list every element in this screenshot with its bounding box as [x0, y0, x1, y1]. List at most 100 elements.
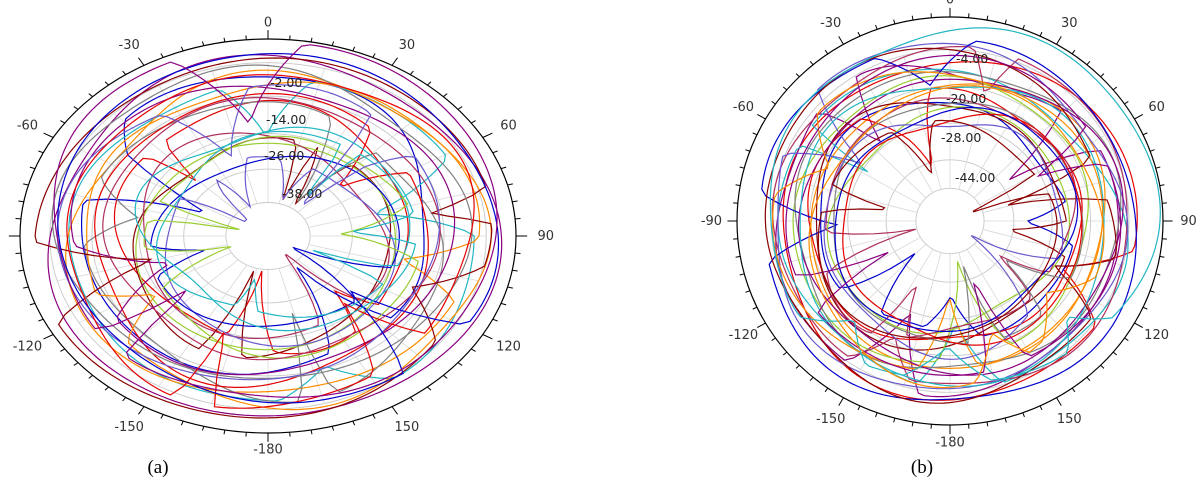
series-curve	[143, 135, 419, 359]
tick-mark	[372, 414, 376, 419]
tick-mark	[310, 37, 313, 43]
series-curve	[47, 54, 503, 417]
series-curve	[53, 44, 498, 398]
tick-mark	[391, 406, 398, 415]
tick-mark	[911, 15, 914, 21]
angle-tick-label: -150	[114, 420, 144, 435]
tick-mark	[911, 421, 914, 427]
grid-spoke	[979, 236, 1106, 308]
tick-mark	[223, 37, 226, 43]
tick-mark	[809, 376, 814, 382]
tick-mark	[160, 53, 164, 58]
tick-mark	[443, 374, 448, 379]
angle-tick-label: 120	[1144, 328, 1169, 343]
tick-mark	[43, 132, 54, 138]
series-curve	[761, 40, 1137, 401]
angle-tick-label: 120	[496, 339, 521, 354]
grid-spoke	[288, 264, 378, 387]
tick-mark	[809, 60, 814, 66]
tick-mark	[735, 184, 741, 187]
tick-mark	[739, 166, 745, 169]
grid-spoke	[158, 85, 248, 208]
angle-tick-label: 0	[264, 15, 272, 30]
tick-mark	[1039, 405, 1043, 411]
tick-mark	[857, 405, 861, 411]
angle-tick-label: -120	[729, 328, 759, 343]
tick-mark	[73, 106, 79, 110]
tick-mark	[18, 269, 24, 272]
tick-mark	[857, 31, 861, 37]
angle-tick-label: 90	[537, 229, 554, 244]
tick-mark	[409, 397, 414, 402]
tick-mark	[756, 322, 766, 329]
tick-mark	[824, 49, 829, 55]
series-curve	[794, 71, 1122, 369]
series-curve	[83, 101, 444, 403]
series-curve	[817, 119, 1058, 339]
tick-mark	[180, 46, 184, 52]
tick-mark	[457, 106, 463, 110]
tick-mark	[745, 149, 751, 152]
tick-mark	[1100, 364, 1105, 369]
tick-mark	[986, 421, 989, 427]
series-curve	[134, 126, 417, 332]
tick-mark	[739, 273, 745, 276]
angle-tick-label: 150	[394, 420, 419, 435]
grid-spoke	[278, 68, 325, 204]
series-curve	[797, 78, 1124, 376]
tick-mark	[427, 386, 432, 391]
grid-spoke	[158, 264, 248, 387]
tick-mark	[331, 426, 335, 431]
series-curve	[808, 85, 1105, 389]
radial-value-label: -4.00	[956, 51, 988, 66]
outer-boundary-a	[19, 38, 517, 434]
tick-mark	[138, 57, 145, 66]
series-curve	[150, 155, 400, 327]
tick-mark	[29, 302, 36, 306]
angle-tick-label: -30	[820, 16, 841, 31]
tick-mark	[507, 183, 513, 186]
grid-ring	[225, 202, 311, 270]
tick-mark	[29, 166, 36, 170]
tick-mark	[443, 93, 448, 98]
angle-tick-label: -150	[816, 412, 846, 427]
tick-mark	[735, 255, 741, 258]
angle-tick-label: -60	[733, 100, 754, 115]
tick-mark	[771, 101, 776, 105]
series-curve	[155, 130, 411, 318]
tick-mark	[482, 132, 493, 138]
tick-mark	[500, 166, 507, 170]
tick-mark	[1112, 351, 1118, 356]
angle-tick-label: -30	[119, 38, 140, 53]
tick-mark	[160, 414, 164, 419]
series-curve	[807, 87, 1083, 341]
tick-mark	[1071, 387, 1076, 393]
tick-mark	[180, 420, 184, 426]
angle-tick-label: -60	[17, 119, 38, 134]
series-curve	[94, 93, 429, 388]
tick-mark	[223, 429, 226, 435]
ticks-a	[8, 30, 528, 442]
tick-mark	[470, 120, 476, 124]
angle-tick-label: 30	[1061, 16, 1078, 31]
series-curve	[56, 84, 441, 381]
caption-a: (a)	[147, 457, 168, 478]
tick-mark	[875, 24, 878, 30]
series-curve	[777, 68, 1129, 384]
grid-spoke	[78, 148, 232, 220]
series-curve	[834, 107, 1079, 332]
tick-mark	[88, 93, 93, 98]
tick-mark	[875, 412, 878, 418]
tick-mark	[500, 302, 507, 306]
tick-mark	[1124, 101, 1129, 105]
tick-mark	[1155, 166, 1161, 169]
series-curve	[777, 42, 1129, 390]
series-b	[761, 27, 1161, 404]
series-curve	[771, 46, 1128, 385]
series-curve	[102, 97, 441, 361]
angle-tick-label: 0	[946, 0, 954, 8]
tick-mark	[1071, 49, 1076, 55]
grid-spoke	[903, 55, 942, 190]
tick-mark	[824, 387, 829, 393]
labels-b: 0 30 60 90 120 150 -180 -150 -120 -90 -60 -30 -4.00 -…	[701, 0, 1197, 450]
